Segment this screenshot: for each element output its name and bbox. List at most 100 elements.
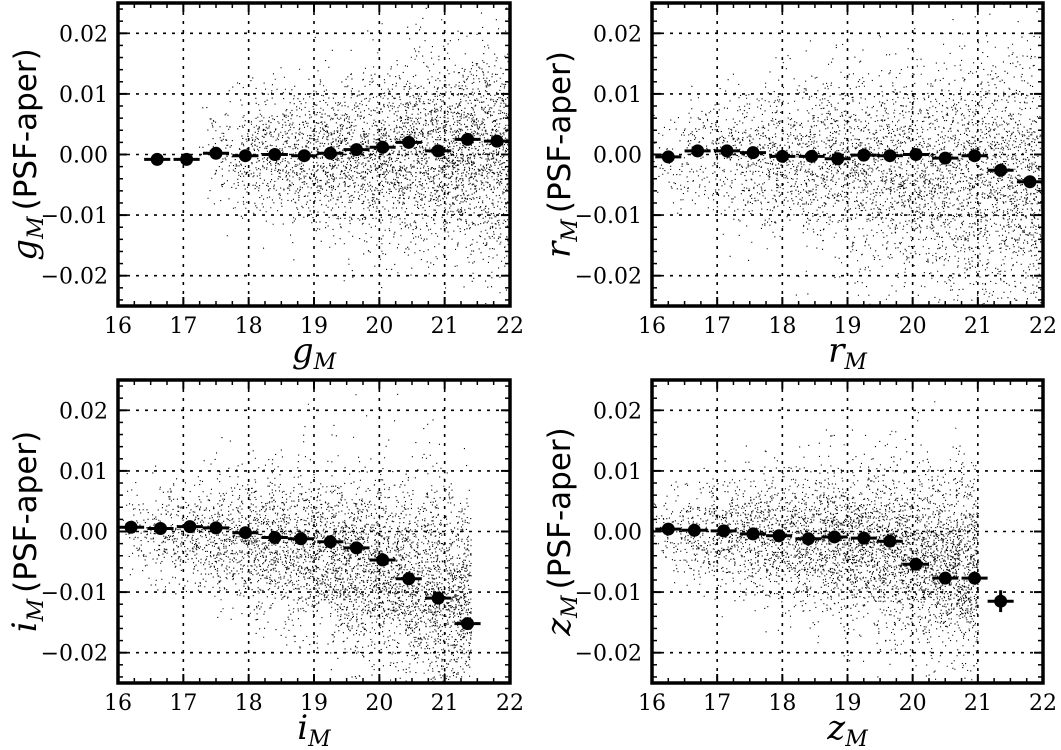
y-tick-label: −0.02 [575, 642, 642, 667]
x-tick-label: 21 [964, 691, 992, 716]
data-point [369, 553, 396, 567]
y-tick-label: −0.02 [41, 265, 108, 290]
data-point [291, 149, 318, 163]
data-point [261, 148, 288, 161]
data-point [202, 521, 230, 535]
data-point [173, 152, 200, 166]
x-tick-label: 21 [431, 314, 459, 339]
data-point [655, 522, 682, 536]
y-tick-label: −0.01 [575, 581, 642, 606]
data-point [232, 526, 259, 540]
y-axis-title: rM(PSF-aper) [539, 51, 583, 258]
y-tick-label: 0.02 [593, 22, 642, 47]
data-point [261, 531, 288, 545]
data-point [795, 532, 822, 546]
data-point [317, 535, 344, 549]
axis-ticks [117, 380, 511, 683]
data-point [1016, 175, 1043, 189]
data-point [902, 557, 929, 571]
data-point [395, 572, 422, 586]
y-tick-label: 0.02 [59, 22, 108, 47]
grid-lines [652, 380, 1043, 683]
data-point [850, 531, 877, 545]
data-point [769, 149, 796, 163]
data-point [821, 530, 848, 544]
y-axis-title: gM(PSF-aper) [5, 48, 49, 260]
data-point [739, 527, 767, 541]
panel-z: 16 17 18 19 20 21 22 0.02 0.01 0.00 −0.01 −0.02 zM zM… [539, 378, 1057, 750]
data-point [202, 146, 230, 160]
x-tick-label: 18 [768, 691, 796, 716]
data-point [824, 152, 851, 166]
data-point [287, 532, 314, 546]
x-tick-label: 20 [899, 691, 927, 716]
data-point [850, 148, 877, 162]
x-tick-label: 21 [964, 314, 992, 339]
x-axis-title: gM [292, 331, 337, 375]
y-tick-label: −0.01 [575, 204, 642, 229]
data-point [655, 150, 682, 164]
x-axis-title: zM [826, 708, 868, 750]
grid-lines [118, 380, 510, 683]
data-point [425, 144, 452, 158]
x-tick-label: 16 [638, 691, 666, 716]
scatter-cloud [122, 393, 472, 683]
y-tick-label: −0.01 [41, 204, 108, 229]
y-tick-label: 0.01 [593, 83, 642, 108]
axis-ticks [651, 3, 1044, 306]
data-point [454, 617, 481, 631]
panel-g: 16 17 18 19 20 21 22 0.02 0.01 0.00 −0.01 −0.02 gM gM… [5, 1, 524, 375]
data-point [710, 524, 737, 538]
x-tick-label: 16 [104, 314, 132, 339]
x-tick-label: 17 [703, 691, 731, 716]
y-tick-label: 0.01 [59, 460, 108, 485]
panel-r: 16 17 18 19 20 21 22 0.02 0.01 0.00 −0.01 −0.02 rM rM… [539, 1, 1057, 375]
y-tick-label: 0.02 [59, 399, 108, 424]
axis-ticks [117, 3, 511, 306]
y-tick-label: 0.01 [593, 460, 642, 485]
data-point [798, 149, 825, 163]
x-axis-title: rM [828, 331, 867, 375]
x-tick-label: 17 [169, 314, 197, 339]
x-tick-label: 18 [235, 691, 263, 716]
data-point [961, 571, 988, 585]
data-point [317, 146, 344, 160]
y-tick-label: 0.01 [59, 83, 108, 108]
x-tick-label: 20 [365, 691, 393, 716]
x-tick-label: 22 [1029, 691, 1057, 716]
y-axis-title: iM(PSF-aper) [5, 431, 49, 632]
x-tick-label: 22 [1029, 314, 1057, 339]
data-point [932, 151, 959, 165]
x-tick-label: 21 [431, 691, 459, 716]
data-point [961, 149, 988, 163]
x-tick-label: 22 [496, 691, 524, 716]
y-tick-label: 0.00 [59, 521, 108, 546]
data-point [395, 135, 422, 149]
data-point [876, 534, 903, 548]
y-tick-label: −0.02 [41, 642, 108, 667]
x-tick-label: 19 [300, 691, 328, 716]
data-point [118, 520, 145, 534]
data-point [176, 520, 203, 534]
data-point [876, 149, 903, 163]
data-point [343, 143, 370, 157]
x-tick-label: 20 [365, 314, 393, 339]
x-tick-label: 16 [638, 314, 666, 339]
x-tick-label: 19 [834, 314, 862, 339]
data-point [343, 541, 370, 555]
data-point [232, 149, 259, 163]
data-point [932, 571, 959, 585]
data-point [483, 134, 510, 148]
data-point [766, 529, 793, 543]
x-tick-label: 18 [768, 314, 796, 339]
x-axis-title: iM [297, 708, 331, 750]
data-point [739, 146, 767, 160]
data-point [144, 152, 171, 166]
y-tick-label: 0.00 [593, 521, 642, 546]
x-tick-label: 22 [496, 314, 524, 339]
x-tick-label: 18 [235, 314, 263, 339]
x-tick-label: 16 [104, 691, 132, 716]
scatter-cloud [653, 401, 979, 683]
x-tick-label: 17 [703, 314, 731, 339]
